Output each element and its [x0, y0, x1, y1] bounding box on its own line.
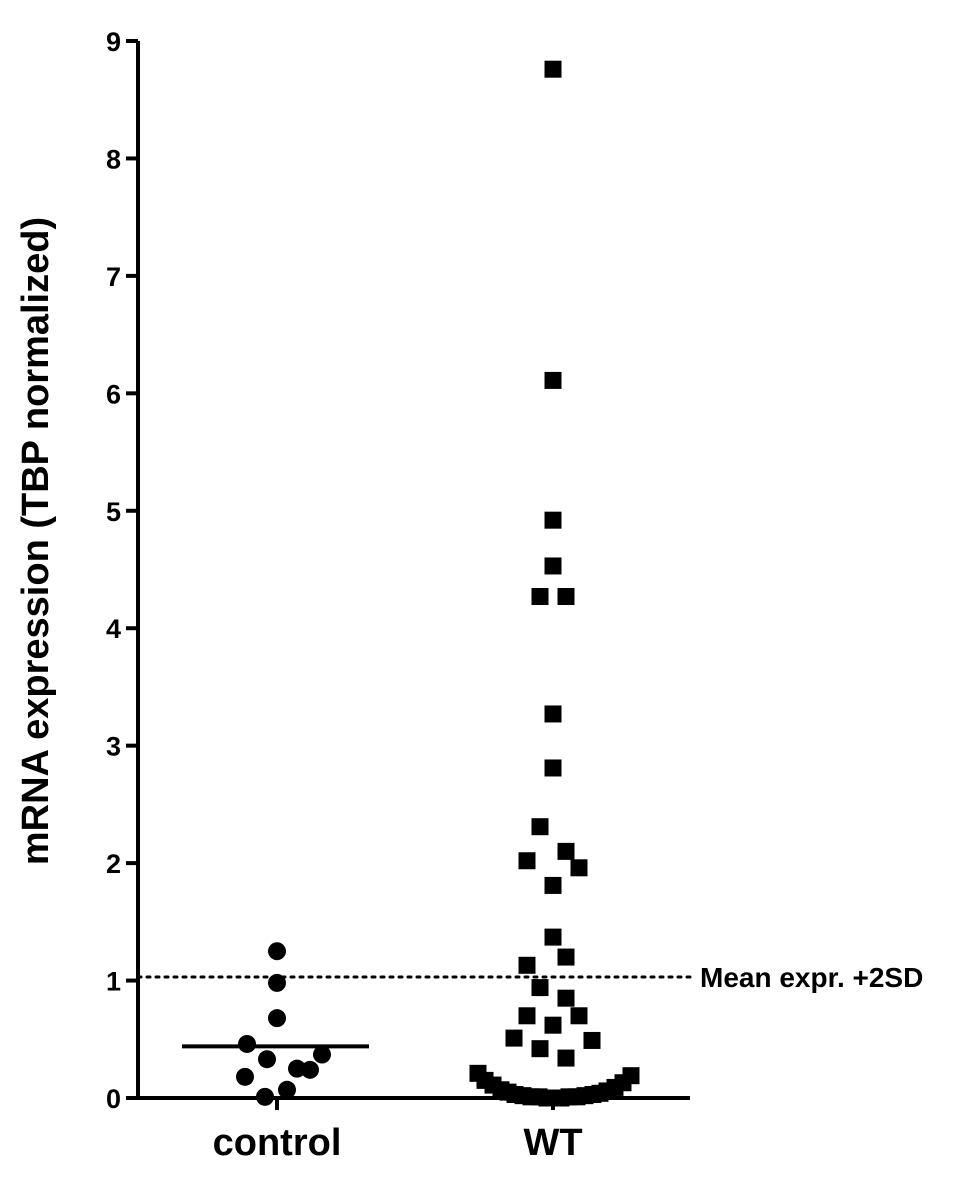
WT-point-12: [544, 876, 562, 894]
control-point-1: [268, 973, 286, 992]
y-axis: 0 1 2 3 4 5 6 7 8 9: [106, 27, 140, 1114]
x-category-label-WT: WT: [523, 1122, 582, 1164]
WT-point-6: [544, 705, 562, 723]
WT-point-0: [544, 60, 562, 78]
y-tick-label-0: 0: [106, 1084, 121, 1114]
WT-point-4: [531, 588, 549, 606]
y-tick-label-2: 2: [106, 849, 121, 879]
WT-point-22: [583, 1031, 601, 1049]
control-point-3: [238, 1034, 256, 1053]
WT-point-7: [544, 759, 562, 777]
x-axis: control WT: [138, 1096, 690, 1164]
WT-point-24: [557, 1049, 575, 1067]
y-tick-label-6: 6: [106, 379, 121, 409]
WT-point-8: [531, 818, 549, 836]
reference-line-group: Mean expr. +2SD: [136, 962, 923, 993]
y-axis-title: mRNA expression (TBP normalized): [15, 217, 57, 865]
WT-point-11: [570, 859, 588, 877]
WT-point-9: [557, 842, 575, 860]
WT-point-1: [544, 371, 562, 389]
control-point-10: [256, 1087, 274, 1106]
WT-point-14: [557, 948, 575, 966]
data-points: [182, 60, 640, 1107]
WT-point-16: [531, 979, 549, 997]
control-point-5: [258, 1050, 276, 1069]
y-tick-label-7: 7: [106, 262, 121, 292]
y-tick-label-9: 9: [106, 27, 121, 57]
reference-line-label: Mean expr. +2SD: [700, 962, 923, 993]
WT-point-3: [544, 557, 562, 575]
WT-point-19: [570, 1007, 588, 1025]
y-tick-label-3: 3: [106, 732, 121, 762]
WT-point-15: [518, 956, 536, 974]
WT-point-13: [544, 928, 562, 946]
control-point-0: [268, 942, 286, 961]
y-tick-label-1: 1: [106, 967, 121, 997]
WT-point-17: [557, 989, 575, 1007]
control-point-7: [301, 1060, 319, 1079]
y-tick-label-4: 4: [106, 614, 121, 644]
control-point-9: [278, 1080, 296, 1099]
control-point-4: [313, 1045, 331, 1064]
control-point-6: [288, 1059, 306, 1078]
y-tick-label-5: 5: [106, 497, 121, 527]
control-point-8: [236, 1067, 254, 1086]
WT-point-2: [544, 511, 562, 529]
y-tick-label-8: 8: [106, 144, 121, 174]
WT-point-44: [552, 1089, 570, 1107]
x-category-label-control: control: [213, 1122, 342, 1164]
WT-point-20: [544, 1016, 562, 1034]
WT-point-43: [538, 1089, 556, 1107]
WT-point-23: [531, 1040, 549, 1058]
WT-point-10: [518, 852, 536, 870]
WT-point-5: [557, 588, 575, 606]
WT-point-21: [505, 1029, 523, 1047]
control-point-2: [268, 1009, 286, 1028]
WT-point-18: [518, 1007, 536, 1025]
